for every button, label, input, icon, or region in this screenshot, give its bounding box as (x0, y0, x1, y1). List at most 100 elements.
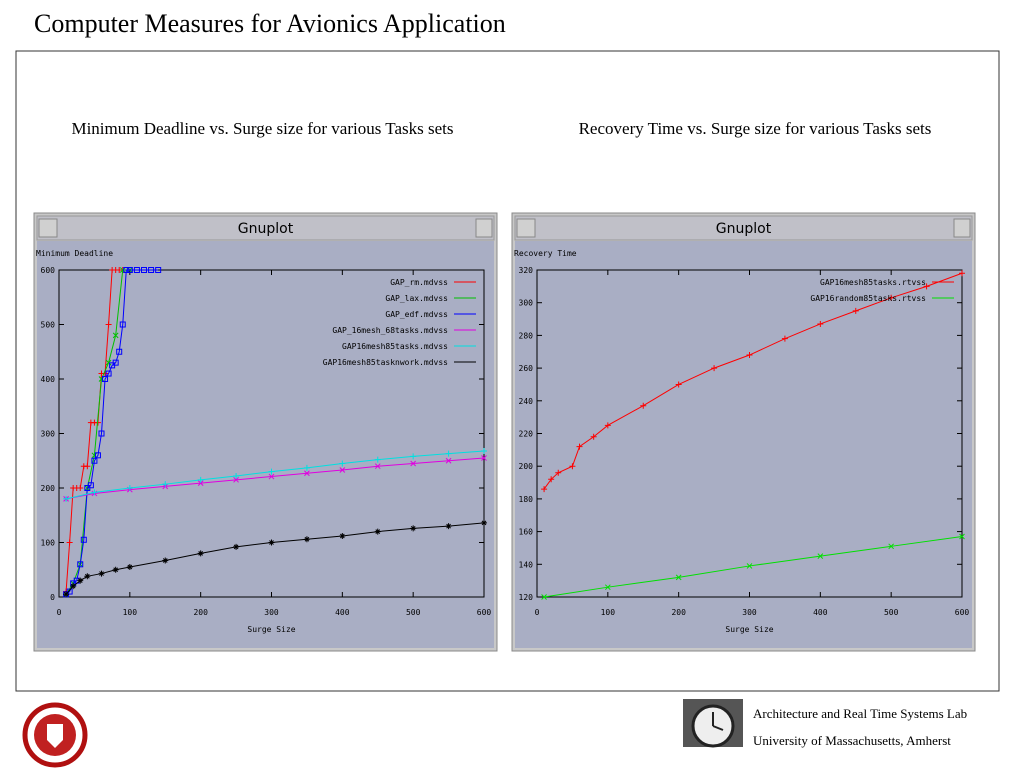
point (888, 294, 895, 301)
point (959, 270, 965, 277)
point (98, 430, 105, 437)
x-tick-label: 200 (193, 608, 208, 617)
point (781, 335, 788, 342)
point (105, 321, 112, 328)
point (817, 553, 824, 559)
point (233, 476, 239, 483)
point (576, 443, 583, 450)
legend-label: GAP_edf.mdvss (385, 310, 448, 319)
point (116, 348, 123, 355)
y-tick-label: 0 (50, 593, 55, 602)
caption-box: Minimum Deadline vs. Surge size for vari… (71, 119, 454, 138)
point (66, 588, 73, 595)
point (445, 523, 452, 530)
point (339, 532, 346, 539)
point (80, 536, 87, 543)
y-tick-label: 500 (41, 321, 56, 330)
point (112, 332, 119, 339)
point (123, 267, 130, 273)
x-tick-label: 100 (601, 608, 616, 617)
point (197, 480, 204, 486)
point (112, 566, 119, 573)
point (162, 481, 169, 488)
point (268, 539, 275, 546)
point (817, 320, 824, 327)
gnuplot-window: Gnuplot Recovery Time Surge Size 120 140 160 1… (511, 212, 976, 652)
point (268, 473, 275, 480)
point (445, 457, 452, 464)
caption: Minimum Deadline vs. Surge size for vari… (71, 119, 454, 138)
point (77, 577, 84, 584)
point (91, 489, 98, 496)
point (268, 468, 275, 475)
y-tick-label: 600 (41, 266, 56, 275)
y-axis-label: Minimum Deadline (36, 249, 113, 258)
point (126, 267, 133, 273)
point (604, 584, 611, 591)
point (63, 495, 70, 502)
point (374, 456, 381, 463)
point (481, 447, 487, 454)
window-menu-button (516, 218, 536, 238)
legend-label: GAP16mesh85tasknwork.mdvss (323, 358, 448, 367)
point (410, 460, 417, 467)
point (541, 594, 547, 600)
point (105, 370, 112, 377)
caption-box: Recovery Time vs. Surge size for various… (579, 119, 932, 138)
point (98, 570, 105, 577)
y-tick-label: 120 (519, 593, 534, 602)
point (303, 464, 310, 471)
y-tick-label: 200 (519, 462, 534, 471)
legend-label: GAP_lax.mdvss (385, 294, 448, 303)
y-axis-label: Recovery Time (514, 249, 577, 258)
point (604, 422, 611, 429)
window-menu-button (38, 218, 58, 238)
x-tick-label: 500 (406, 608, 421, 617)
point (590, 433, 597, 440)
point (102, 376, 109, 382)
point (481, 455, 487, 461)
point (162, 557, 169, 564)
point (959, 533, 965, 540)
legend-label: GAP_16mesh_68tasks.mdvss (332, 326, 448, 335)
series-line (65, 269, 130, 595)
point (339, 467, 346, 473)
point (675, 574, 682, 581)
point (541, 486, 548, 493)
window-title: Gnuplot (716, 221, 772, 237)
y-tick-label: 180 (519, 495, 534, 504)
y-tick-label: 320 (519, 266, 534, 275)
point (105, 359, 112, 366)
title-bar (36, 215, 495, 241)
y-tick-label: 300 (41, 430, 56, 439)
point (923, 283, 930, 290)
point (197, 476, 204, 483)
point (148, 267, 155, 273)
point (126, 485, 133, 491)
legend-label: GAP16random85tasks.rtvss (810, 294, 926, 303)
x-tick-label: 100 (123, 608, 138, 617)
x-tick-label: 300 (264, 608, 279, 617)
point (233, 473, 240, 480)
legend-label: GAP16mesh85tasks.rtvss (820, 278, 926, 287)
point (640, 402, 647, 409)
plot-background (515, 241, 972, 648)
point (77, 561, 84, 568)
y-tick-label: 140 (519, 560, 534, 569)
point (84, 573, 91, 580)
point (304, 470, 310, 477)
y-tick-label: 100 (41, 539, 56, 548)
point (711, 365, 718, 372)
point (155, 267, 162, 273)
x-tick-label: 0 (57, 608, 62, 617)
point (233, 543, 240, 550)
point (119, 267, 126, 273)
point (70, 583, 77, 590)
footer-text: University of Massachusetts, Amherst (753, 733, 951, 748)
slide-title: Computer Measures for Avionics Applicati… (34, 9, 506, 38)
point (141, 267, 147, 273)
point (84, 463, 91, 470)
point (888, 543, 895, 550)
point (675, 381, 682, 388)
point (339, 460, 346, 467)
